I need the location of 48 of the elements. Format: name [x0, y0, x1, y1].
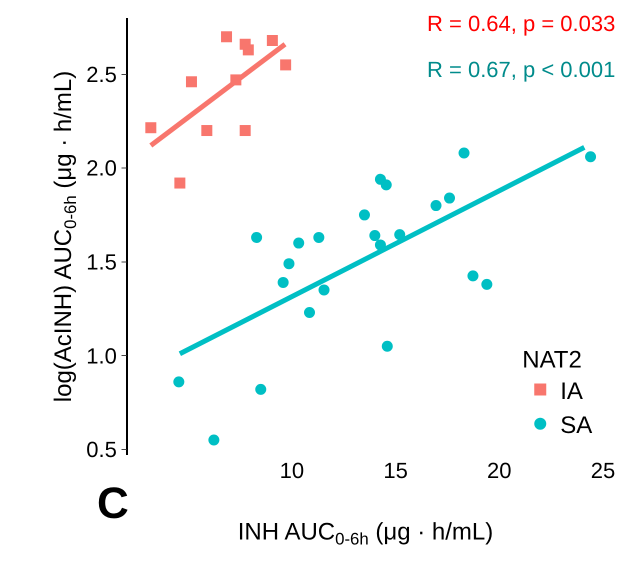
- point: [481, 278, 492, 290]
- y-tick-label: 2.0: [86, 156, 117, 181]
- x-tick-label: 15: [383, 458, 408, 483]
- x-tick-label: 10: [280, 458, 304, 483]
- point: [278, 276, 289, 288]
- point: [430, 200, 442, 212]
- point: [467, 270, 478, 282]
- point: [266, 35, 278, 46]
- point: [458, 148, 470, 159]
- point: [293, 238, 304, 249]
- point: [173, 376, 184, 388]
- point: [280, 59, 292, 70]
- y-tick-label: 1.0: [86, 343, 117, 368]
- point: [230, 74, 242, 86]
- point: [208, 434, 220, 446]
- point: [313, 232, 324, 243]
- x-tick-label: 25: [590, 458, 616, 483]
- point: [186, 76, 197, 88]
- point: [380, 179, 392, 190]
- point: [304, 306, 315, 318]
- text: C: [97, 479, 129, 528]
- point: [174, 178, 186, 189]
- point: [394, 229, 406, 240]
- legend-label: SA: [560, 412, 592, 440]
- point: [369, 230, 380, 242]
- point: [382, 340, 393, 352]
- point: [283, 258, 294, 270]
- annotation: R = 0.64, p = 0.033: [427, 11, 616, 36]
- point: [221, 31, 232, 42]
- point: [145, 122, 156, 134]
- point: [444, 192, 456, 204]
- point: [240, 125, 251, 136]
- y-tick-label: 0.5: [86, 437, 117, 462]
- point: [585, 151, 596, 162]
- x-axis-title: INH AUC$_{0-6h}$ (μg · h/mL): [238, 518, 494, 548]
- point: [358, 209, 370, 220]
- y-tick-label: 2.5: [86, 62, 117, 87]
- annotation: R = 0.67, p < 0.001: [427, 57, 616, 82]
- point: [318, 284, 330, 296]
- y-tick-label: 1.5: [86, 250, 117, 275]
- x-tick-label: 20: [487, 458, 512, 483]
- point: [201, 125, 212, 136]
- legend-label: IA: [560, 378, 583, 405]
- point: [251, 232, 262, 243]
- point: [255, 384, 266, 395]
- legend-title: NAT2: [522, 346, 582, 374]
- point: [242, 44, 254, 56]
- point: [374, 239, 386, 250]
